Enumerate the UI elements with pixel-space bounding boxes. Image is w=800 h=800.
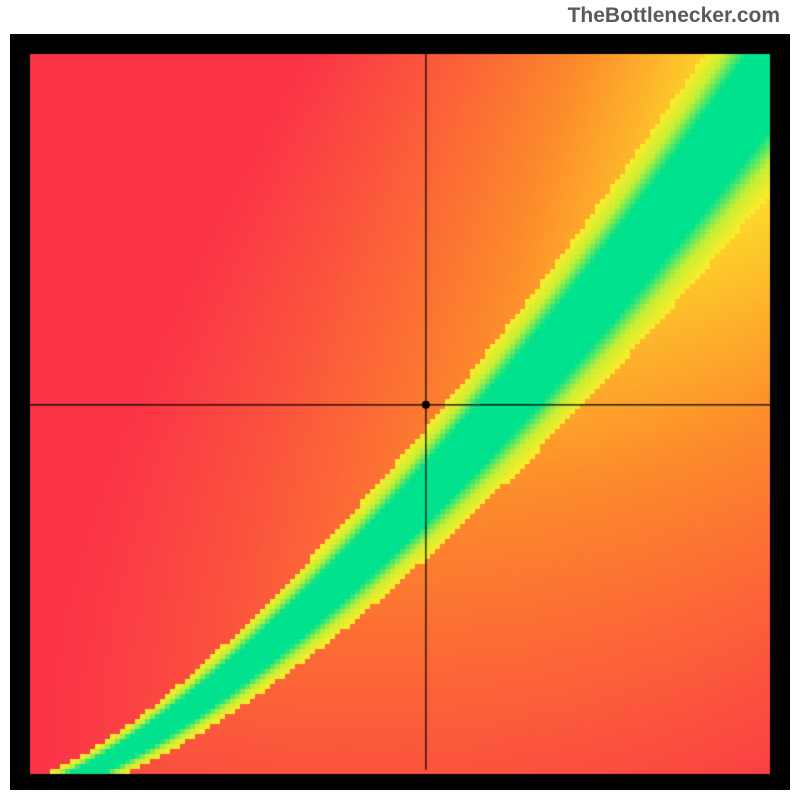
bottleneck-heatmap xyxy=(10,34,790,790)
heatmap-canvas xyxy=(10,34,790,790)
watermark-text: TheBottlenecker.com xyxy=(568,4,780,28)
